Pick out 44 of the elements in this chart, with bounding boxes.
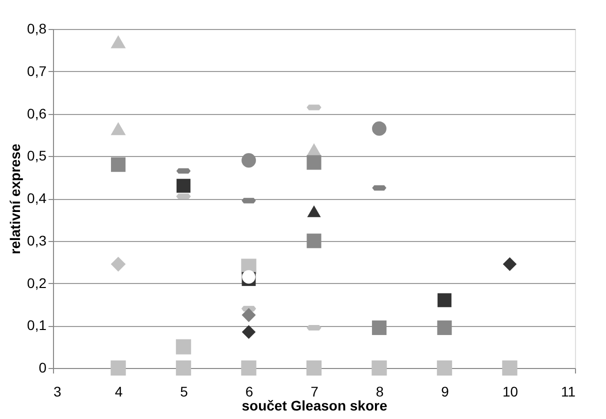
- y-tick-label: 0,6: [27, 105, 47, 122]
- point: [307, 205, 321, 218]
- point: [502, 257, 517, 272]
- point: [176, 360, 192, 376]
- point: [110, 122, 126, 136]
- x-tick-label: 10: [502, 384, 518, 400]
- point: [242, 153, 256, 168]
- y-tick-label: 0,5: [27, 148, 47, 164]
- point: [372, 360, 387, 376]
- x-tick-label: 3: [54, 384, 62, 400]
- point: [241, 360, 256, 376]
- point: [438, 293, 452, 308]
- point: [110, 256, 126, 272]
- x-tick-label: 5: [180, 384, 188, 400]
- point: [242, 325, 256, 339]
- x-tick-label: 4: [114, 384, 123, 400]
- y-tick-label: 0,1: [27, 317, 47, 334]
- point: [110, 35, 126, 48]
- y-tick-label: 0,8: [27, 20, 47, 36]
- y-tick-label: 0,4: [27, 190, 47, 206]
- y-tick-label: 0,2: [27, 274, 47, 291]
- x-axis-title: součet Gleason skore: [242, 398, 388, 414]
- point: [436, 360, 452, 376]
- y-tick-label: 0: [38, 360, 47, 376]
- point: [306, 234, 322, 248]
- y-tick-label: 0,3: [27, 232, 47, 248]
- point: [176, 178, 190, 193]
- point: [502, 360, 518, 376]
- x-tick-label: 9: [441, 384, 450, 400]
- point: [306, 360, 322, 376]
- x-tick-label: 8: [376, 384, 384, 400]
- point: [372, 121, 386, 136]
- x-tick-label: 11: [560, 384, 576, 400]
- y-tick-label: 0,7: [27, 62, 47, 79]
- y-axis-title: relativní exprese: [7, 144, 24, 254]
- point: [110, 360, 126, 376]
- x-tick-label: 7: [310, 384, 319, 400]
- x-tick-label: 6: [245, 384, 254, 400]
- point: [176, 339, 192, 354]
- point: [242, 308, 256, 322]
- point: [437, 320, 452, 336]
- point: [306, 155, 322, 170]
- point: [110, 157, 126, 172]
- point: [372, 320, 387, 336]
